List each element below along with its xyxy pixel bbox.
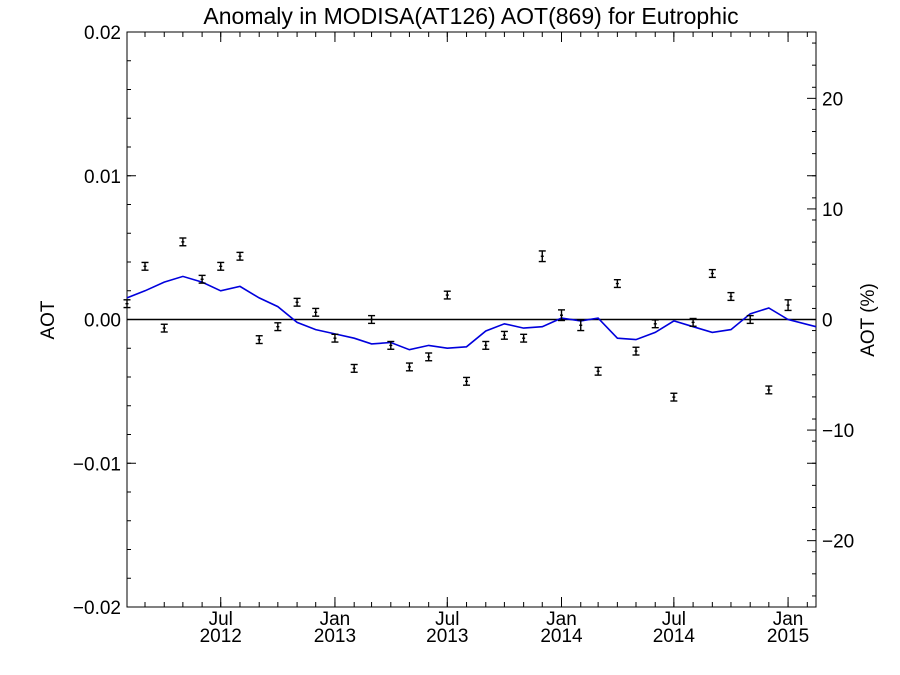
data-point-errorbar bbox=[425, 353, 432, 361]
data-point-errorbar bbox=[652, 320, 659, 328]
data-point-errorbar bbox=[161, 324, 168, 332]
data-point-errorbar bbox=[482, 342, 489, 350]
data-point-errorbar bbox=[632, 347, 639, 355]
x-tick-year-label: 2013 bbox=[314, 626, 356, 647]
chart-title: Anomaly in MODISA(AT126) AOT(869) for Eu… bbox=[203, 3, 738, 29]
data-point-errorbar bbox=[217, 262, 224, 270]
right-tick-label: 10 bbox=[822, 200, 843, 221]
left-tick-label: −0.02 bbox=[73, 598, 121, 619]
data-point-errorbar bbox=[765, 386, 772, 394]
x-tick-year-label: 2013 bbox=[426, 626, 468, 647]
tick-labels: 0.020.010.00−0.01−0.0220100−10−20Jul2012… bbox=[73, 23, 854, 647]
x-tick-year-label: 2015 bbox=[767, 626, 809, 647]
data-point-errorbar bbox=[727, 293, 734, 301]
left-tick-label: 0.02 bbox=[84, 23, 121, 44]
x-tick-year-label: 2014 bbox=[653, 626, 696, 647]
data-point-errorbar bbox=[670, 393, 677, 401]
x-tick-year-label: 2012 bbox=[200, 626, 242, 647]
plot-axes bbox=[127, 32, 816, 607]
data-point-errorbar bbox=[577, 320, 584, 331]
data-point-errorbar bbox=[142, 262, 149, 270]
data-point-errorbar bbox=[501, 331, 508, 339]
data-point-errorbar bbox=[614, 280, 621, 288]
right-tick-label: −10 bbox=[822, 421, 854, 442]
anomaly-trend-line bbox=[127, 276, 816, 349]
data-point-errorbar bbox=[294, 298, 301, 306]
data-point-errorbar bbox=[179, 238, 186, 246]
left-tick-label: 0.01 bbox=[84, 167, 121, 188]
right-tick-label: 0 bbox=[822, 311, 833, 332]
left-tick-label: −0.01 bbox=[73, 454, 121, 475]
left-tick-label: 0.00 bbox=[84, 311, 121, 332]
x-tick-year-label: 2014 bbox=[540, 626, 583, 647]
data-point-errorbar bbox=[595, 367, 602, 375]
anomaly-chart: Anomaly in MODISA(AT126) AOT(869) for Eu… bbox=[0, 0, 900, 675]
data-point-errorbar bbox=[539, 251, 546, 262]
right-tick-label: 20 bbox=[822, 89, 843, 110]
data-point-errorbar bbox=[351, 365, 358, 373]
y-axis-label-right: AOT (%) bbox=[858, 283, 879, 357]
data-point-errorbar bbox=[124, 300, 131, 308]
data-point-errorbar bbox=[331, 334, 338, 342]
data-point-errorbar bbox=[444, 291, 451, 299]
data-point-errorbar bbox=[406, 363, 413, 371]
data-point-errorbar bbox=[312, 308, 319, 316]
data-point-errorbar bbox=[463, 377, 470, 385]
data-point-errorbar bbox=[520, 334, 527, 342]
data-point-errorbar bbox=[236, 252, 243, 260]
right-tick-label: −20 bbox=[822, 532, 854, 553]
data-point-errorbar bbox=[709, 270, 716, 278]
data-point-errorbar bbox=[256, 336, 263, 344]
data-point-errorbar bbox=[274, 323, 281, 331]
data-point-errorbar bbox=[785, 300, 792, 311]
y-axis-label-left: AOT bbox=[38, 300, 59, 339]
